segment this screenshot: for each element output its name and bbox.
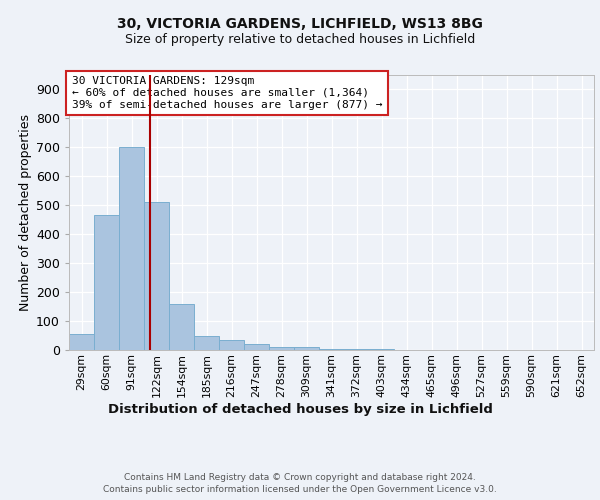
Bar — [319, 348, 344, 350]
Bar — [94, 216, 119, 350]
Bar — [144, 202, 169, 350]
Bar — [119, 148, 144, 350]
Y-axis label: Number of detached properties: Number of detached properties — [19, 114, 32, 311]
Bar — [294, 347, 319, 350]
Text: 30, VICTORIA GARDENS, LICHFIELD, WS13 8BG: 30, VICTORIA GARDENS, LICHFIELD, WS13 8B… — [117, 18, 483, 32]
Bar — [219, 340, 244, 350]
Bar — [194, 336, 219, 350]
Bar — [169, 304, 194, 350]
Bar — [244, 344, 269, 350]
Text: Size of property relative to detached houses in Lichfield: Size of property relative to detached ho… — [125, 32, 475, 46]
Bar — [69, 334, 94, 350]
Bar — [344, 349, 369, 350]
Text: Distribution of detached houses by size in Lichfield: Distribution of detached houses by size … — [107, 402, 493, 415]
Bar — [269, 346, 294, 350]
Text: Contains HM Land Registry data © Crown copyright and database right 2024.
Contai: Contains HM Land Registry data © Crown c… — [103, 472, 497, 494]
Text: 30 VICTORIA GARDENS: 129sqm
← 60% of detached houses are smaller (1,364)
39% of : 30 VICTORIA GARDENS: 129sqm ← 60% of det… — [71, 76, 382, 110]
